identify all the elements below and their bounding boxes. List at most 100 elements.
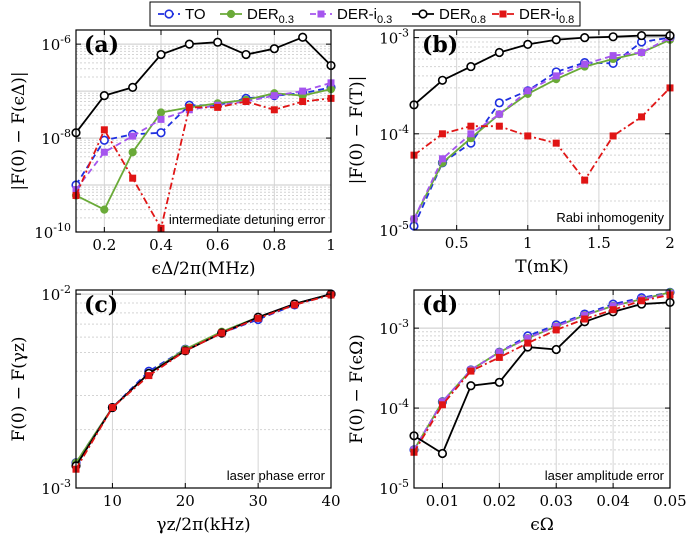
x-tick-label: 1 — [326, 236, 336, 254]
data-point-DERi03-5 — [552, 72, 560, 80]
data-point-DER08-2 — [128, 82, 138, 92]
data-point-DERi08-7 — [609, 306, 617, 314]
data-point-DERi08-3 — [181, 347, 189, 355]
data-point-DER08-3 — [494, 47, 504, 58]
series-line-DER03 — [413, 291, 671, 451]
data-point-DERi08-8 — [638, 113, 646, 121]
panel-label: (c) — [84, 292, 118, 318]
data-point-DERi03-8 — [299, 87, 307, 95]
x-tick-label: 30 — [249, 492, 268, 510]
axes-frame — [413, 29, 671, 231]
data-point-DERi08-5 — [552, 139, 560, 147]
data-point-DERi03-8 — [638, 49, 646, 57]
x-tick-label: 2 — [665, 234, 675, 252]
data-point-DERi08-7 — [270, 106, 278, 114]
data-point-DERi08-1 — [438, 401, 446, 409]
axes-frame — [413, 289, 671, 489]
x-axis-label: γz/2π(kHz) — [156, 515, 250, 535]
legend-item-DERi03: DER-i0.3 — [310, 6, 392, 26]
x-axis-label: ϵΩ — [530, 515, 554, 535]
series-line-DER03 — [413, 38, 671, 220]
series-line-TO — [413, 291, 671, 451]
legend-item-DER08: DER0.8 — [412, 6, 486, 26]
x-axis-label: T(mK) — [515, 257, 568, 277]
data-point-DERi08-1 — [100, 126, 108, 134]
y-axis-label: F(0) − F(ϵΩ) — [347, 334, 367, 444]
data-point-DER08-4 — [523, 39, 533, 50]
legend-item-TO: TO — [158, 6, 206, 23]
data-point-DER08-2 — [466, 61, 476, 72]
data-point-DERi03-1 — [438, 155, 446, 163]
x-tick-label: 40 — [321, 492, 340, 510]
data-point-DER08-2 — [466, 381, 476, 391]
data-point-DERi03-4 — [524, 87, 532, 95]
panel-a: 0.2 0.4 0.6 0.8 1 10-10 10-8 10-6 (a) intermediat… — [9, 29, 336, 279]
data-point-DER08-1 — [437, 75, 448, 85]
panel-c: 10 20 30 40 10-3 10-2 (c) laser phase error γz/2… — [9, 283, 341, 535]
data-point-DERi03-2 — [129, 132, 137, 140]
data-point-DER08-7 — [269, 44, 279, 54]
y-tick-label: 10-4 — [379, 397, 409, 418]
legend-swatch-marker — [226, 9, 236, 19]
data-point-DER08-4 — [184, 39, 194, 49]
data-point-DERi03-3 — [495, 110, 503, 118]
series-line-DER08 — [75, 36, 332, 134]
series-line-DERi08 — [413, 294, 671, 453]
data-point-DERi08-6 — [291, 301, 299, 309]
data-point-DERi03-1 — [100, 148, 108, 156]
data-point-DER08-7 — [608, 32, 618, 42]
y-axis-label: F(0) − F(γz) — [9, 336, 29, 441]
data-point-DER08-3 — [156, 49, 166, 60]
panel-b: 0.5 1 1.5 2 10-5 10-4 10-3 (b) Rabi inhomogenity… — [347, 27, 675, 277]
data-point-DERi03-2 — [467, 130, 475, 138]
data-point-DERi08-7 — [609, 132, 617, 140]
legend-label: DER0.3 — [247, 6, 294, 26]
y-tick-label: 10-3 — [379, 27, 409, 48]
panel-annotation: intermediate detuning error — [169, 212, 326, 227]
y-tick-label: 10-5 — [379, 219, 409, 240]
data-point-DER08-1 — [437, 448, 448, 459]
y-tick-label: 10-3 — [379, 317, 409, 338]
x-tick-label: 0.03 — [540, 492, 573, 510]
x-tick-label: 0.8 — [262, 236, 286, 254]
data-point-DERi08-1 — [108, 404, 116, 412]
data-point-DERi03-7 — [270, 92, 278, 100]
data-point-DERi03-7 — [609, 52, 617, 60]
data-point-DERi08-5 — [254, 314, 262, 322]
legend-label: DER-i0.3 — [337, 6, 392, 26]
panel-annotation: Rabi inhomogenity — [556, 210, 664, 225]
x-tick-label: 1 — [523, 234, 533, 252]
legend-swatch-marker — [164, 9, 174, 19]
data-point-DERi08-6 — [581, 315, 589, 323]
panel-annotation: laser phase error — [227, 468, 326, 483]
data-point-DER08-3 — [494, 377, 504, 387]
data-point-DERi08-1 — [438, 130, 446, 138]
axes-frame — [75, 289, 332, 489]
data-point-DERi08-3 — [495, 353, 503, 361]
data-point-DERi08-3 — [495, 122, 503, 130]
data-point-DERi08-8 — [299, 98, 307, 106]
data-point-DERi08-6 — [242, 98, 250, 106]
data-point-DER03-3 — [156, 108, 166, 117]
y-tick-label: 10-3 — [41, 477, 71, 498]
legend-swatch-marker — [499, 10, 507, 18]
x-tick-label: 0.02 — [483, 492, 516, 510]
series-line-DERi03 — [413, 36, 671, 220]
legend-label: DER0.8 — [439, 6, 486, 26]
x-tick-label: 0.6 — [206, 236, 230, 254]
series-line-DERi08 — [413, 87, 671, 182]
data-point-TO-3 — [494, 98, 504, 108]
data-point-DERi08-5 — [214, 103, 222, 111]
series-line-DERi08 — [75, 97, 332, 230]
y-tick-label: 10-10 — [34, 221, 71, 242]
data-point-DERi08-4 — [524, 132, 532, 140]
panel-label: (d) — [422, 292, 458, 318]
panel-d: 0.01 0.02 0.03 0.04 0.05 10-5 10-4 10-3 (d) laser… — [347, 287, 686, 535]
x-axis-label: ϵΔ/2π(MHz) — [152, 259, 256, 279]
x-tick-label: 0.2 — [92, 236, 116, 254]
x-tick-label: 0.01 — [426, 492, 459, 510]
legend-swatch-marker — [418, 9, 428, 19]
data-point-DER08-5 — [551, 344, 561, 355]
axes-frame — [75, 29, 332, 233]
data-point-DERi08-2 — [145, 372, 153, 380]
